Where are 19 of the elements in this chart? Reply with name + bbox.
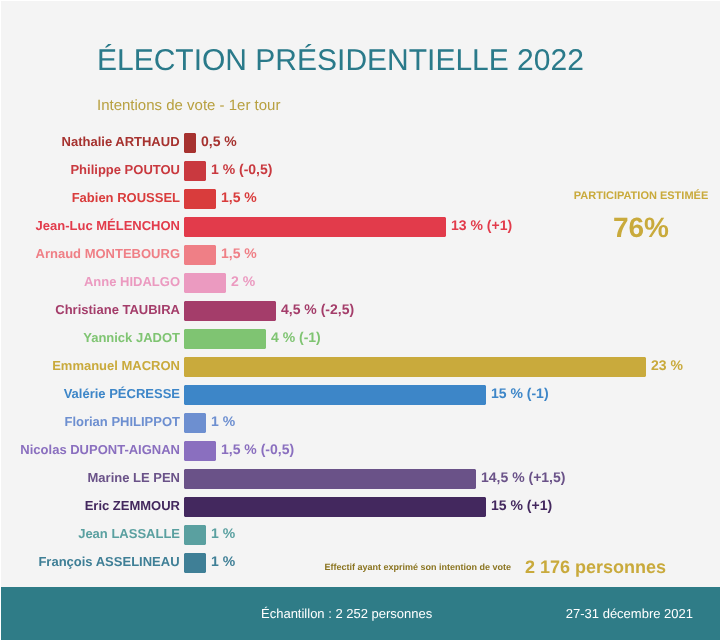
bar: [184, 329, 266, 349]
chart-title: ÉLECTION PRÉSIDENTIELLE 2022: [97, 42, 584, 78]
bar: [184, 525, 206, 545]
bar: [184, 413, 206, 433]
bar: [184, 553, 206, 573]
bar: [184, 385, 486, 405]
bar: [184, 189, 216, 209]
bar: [184, 469, 476, 489]
bar: [184, 161, 206, 181]
annotation: 2 176 personnes: [525, 557, 667, 577]
bar: [184, 273, 226, 293]
bar: [184, 497, 486, 517]
bar: [184, 357, 646, 377]
annotation: 76%: [612, 211, 671, 243]
bar: [184, 441, 216, 461]
bar: [184, 217, 446, 237]
bar: [184, 301, 276, 321]
bar: [184, 133, 196, 153]
bar: [184, 245, 216, 265]
